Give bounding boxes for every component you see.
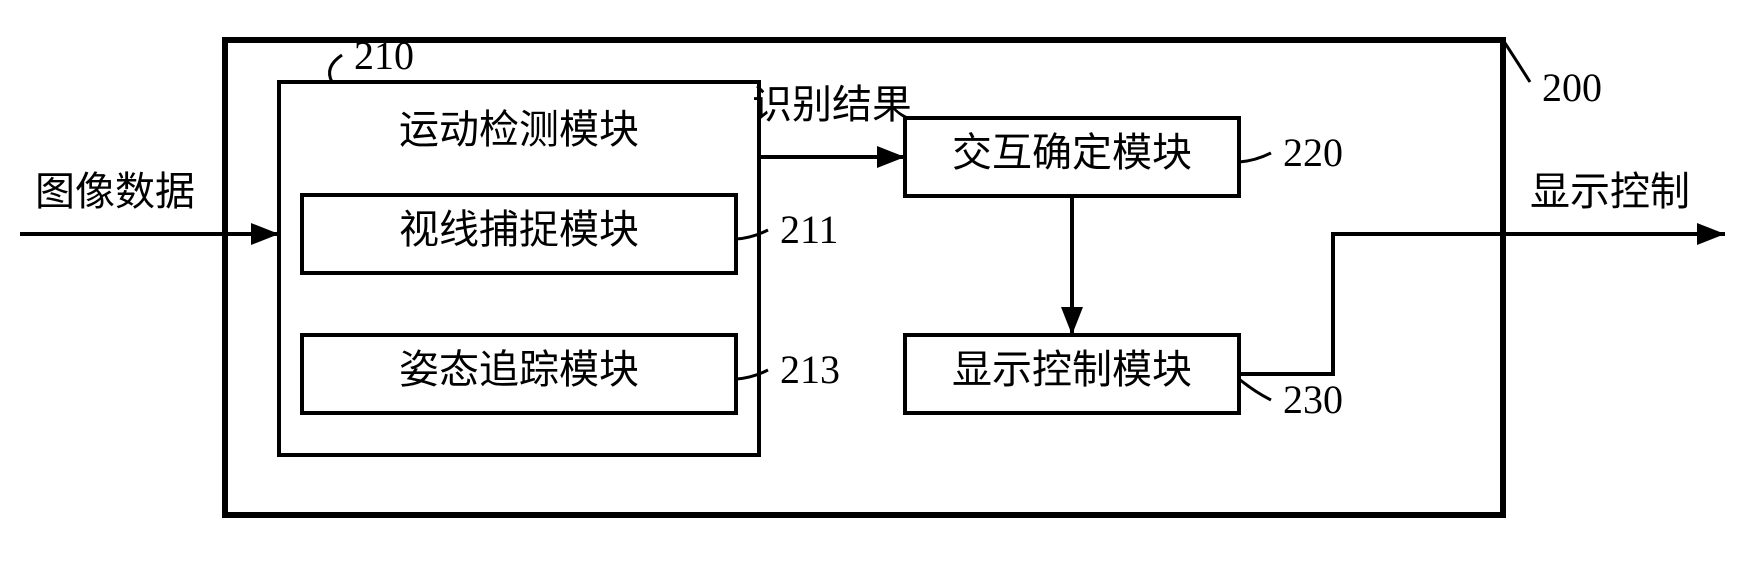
interaction-determination-module-ref: 220 bbox=[1283, 130, 1343, 175]
pose-tracking-module-label: 姿态追踪模块 bbox=[399, 347, 639, 392]
interaction-determination-module-label: 交互确定模块 bbox=[952, 130, 1192, 175]
outer-box-ref-leader bbox=[1503, 40, 1530, 82]
gaze-capture-module-label: 视线捕捉模块 bbox=[399, 207, 639, 252]
outer-box-ref: 200 bbox=[1542, 65, 1602, 110]
input-label: 图像数据 bbox=[35, 169, 195, 214]
motion-detection-module-ref: 210 bbox=[354, 33, 414, 78]
display-control-module-label: 显示控制模块 bbox=[952, 347, 1192, 392]
display-control-module-ref: 230 bbox=[1283, 377, 1343, 422]
output-label: 显示控制 bbox=[1530, 169, 1690, 214]
motion-detection-module-title: 运动检测模块 bbox=[399, 107, 639, 152]
pose-tracking-module-ref: 213 bbox=[780, 347, 840, 392]
edge-label-recognition-result: 识别结果 bbox=[752, 82, 912, 127]
gaze-capture-module-ref: 211 bbox=[780, 207, 839, 252]
